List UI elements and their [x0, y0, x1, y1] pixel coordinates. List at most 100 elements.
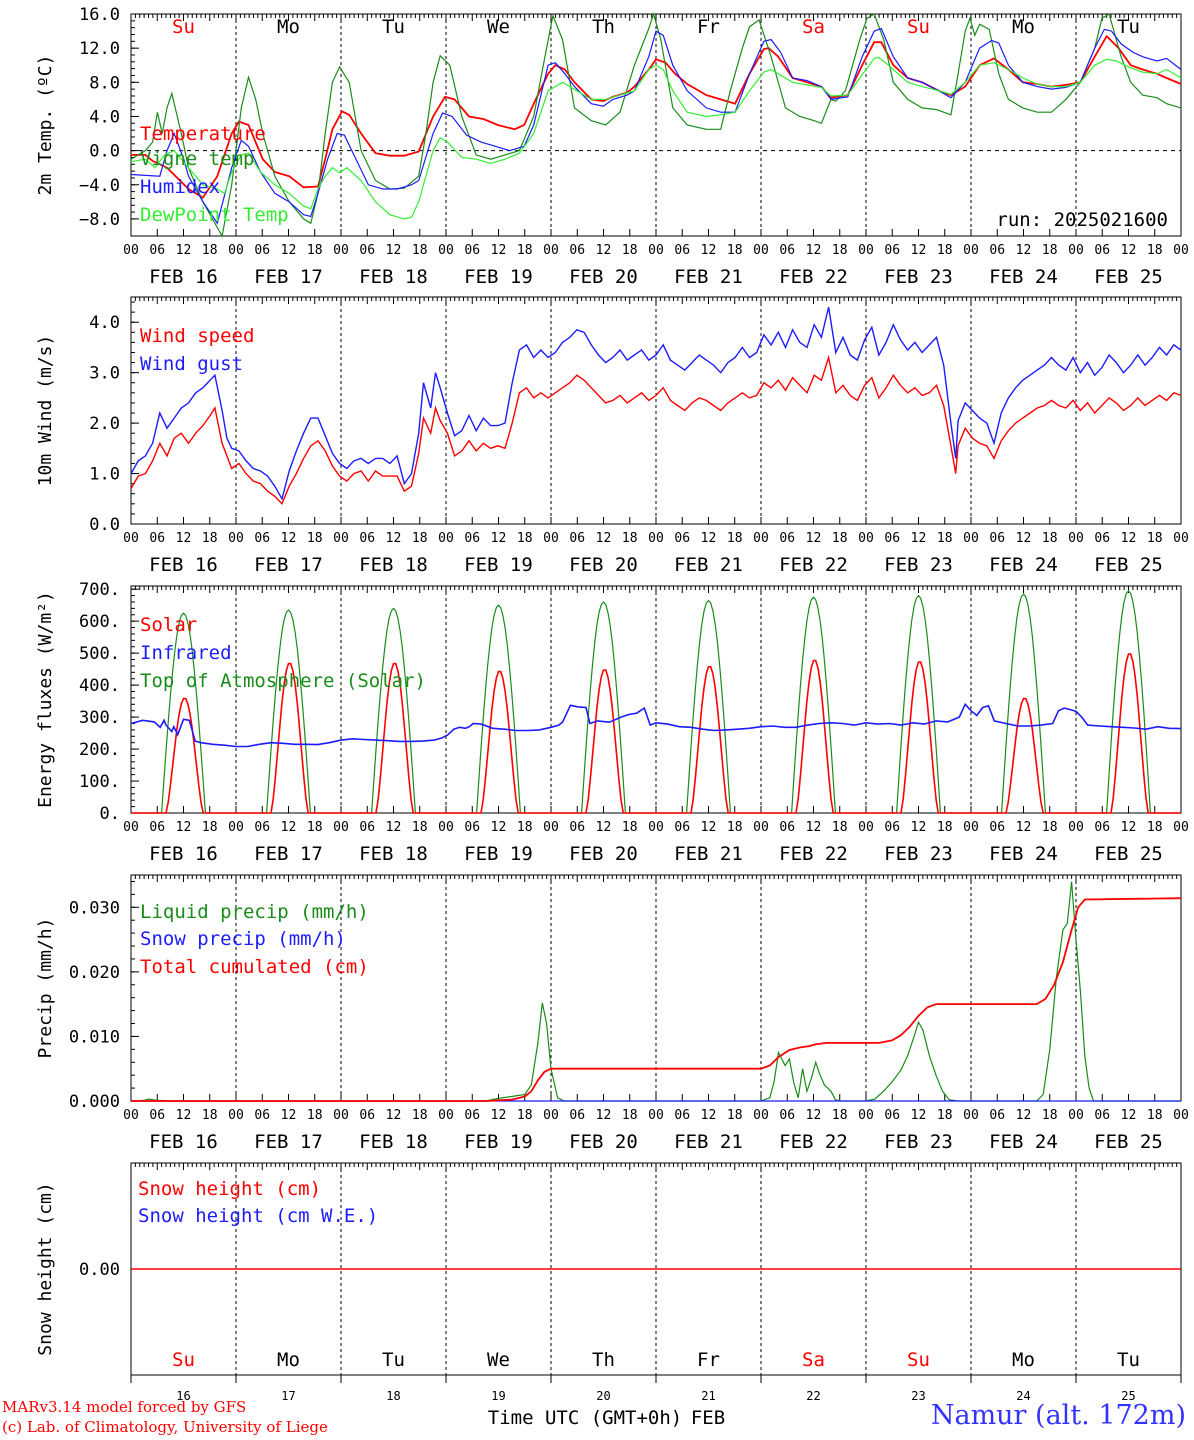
x-hour-label: 06: [1094, 531, 1110, 546]
x-hour-label: 00: [438, 820, 454, 835]
x-hour-label: 06: [254, 1108, 270, 1123]
x-hour-label: 06: [464, 243, 480, 258]
y-tick-label: 0.00: [79, 1260, 120, 1280]
x-day-number: 25: [1121, 1389, 1135, 1403]
x-hour-label: 00: [438, 531, 454, 546]
weekday-label: Sa: [802, 16, 825, 38]
x-hour-label: 12: [386, 243, 402, 258]
x-hour-label: 18: [937, 531, 953, 546]
y-tick-label: 500.: [79, 644, 120, 664]
weekday-label: Mo: [277, 16, 300, 38]
x-day-label: FEB 23: [884, 554, 953, 576]
x-hour-label: 12: [806, 531, 822, 546]
x-day-number: 17: [281, 1389, 295, 1403]
x-hour-label: 06: [569, 531, 585, 546]
x-hour-label: 12: [176, 531, 192, 546]
model-credit: MARv3.14 model forced by GFS: [2, 1398, 247, 1416]
x-hour-label: 18: [202, 820, 218, 835]
legend-entry: Solar: [140, 614, 197, 636]
legend-entry: Vigne temp: [140, 148, 254, 170]
x-hour-label: 00: [543, 1108, 559, 1123]
x-day-label: FEB 22: [779, 554, 848, 576]
x-hour-label: 00: [123, 820, 139, 835]
x-hour-label: 12: [911, 820, 927, 835]
x-day-number: 19: [491, 1389, 505, 1403]
panel-1: −8.0 −4.0 0.0 4.0 8.0 12.0 16.0 2m Temp. (ºC) 00…: [35, 5, 1189, 288]
y-axis-title: 10m Wind (m/s): [35, 335, 56, 487]
x-hour-label: 06: [884, 531, 900, 546]
y-tick-label: 200.: [79, 740, 120, 760]
x-hour-label: 12: [386, 1108, 402, 1123]
x-hour-label: 12: [176, 243, 192, 258]
x-day-label: FEB 22: [779, 843, 848, 865]
weekday-label: Su: [172, 16, 195, 38]
x-hour-label: 00: [648, 820, 664, 835]
x-hour-label: 00: [1173, 531, 1189, 546]
x-hour-label: 12: [1016, 1108, 1032, 1123]
lab-credit: (c) Lab. of Climatology, University of L…: [2, 1418, 328, 1436]
x-hour-label: 00: [1173, 243, 1189, 258]
y-axis-title: Precip (mm/h): [35, 918, 56, 1059]
legend-entry: Wind speed: [140, 325, 254, 347]
y-tick-label: 4.0: [89, 313, 120, 333]
x-hour-label: 12: [1121, 531, 1137, 546]
x-day-label: FEB 22: [779, 1131, 848, 1153]
x-hour-label: 18: [202, 1108, 218, 1123]
y-axis-title: Energy fluxes (W/m²): [35, 591, 56, 808]
series-infrared: [130, 702, 1182, 748]
x-hour-label: 12: [1016, 243, 1032, 258]
x-day-label: FEB 19: [464, 1131, 533, 1153]
x-hour-label: 06: [779, 820, 795, 835]
x-day-number: 23: [911, 1389, 925, 1403]
weekday-label: Su: [907, 1349, 930, 1371]
x-hour-label: 06: [779, 531, 795, 546]
x-hour-label: 18: [832, 243, 848, 258]
x-hour-label: 00: [753, 1108, 769, 1123]
x-day-number: 21: [701, 1389, 715, 1403]
x-day-label: FEB 20: [569, 554, 638, 576]
x-hour-label: 12: [911, 1108, 927, 1123]
x-hour-label: 12: [596, 243, 612, 258]
x-hour-label: 12: [281, 820, 297, 835]
x-hour-label: 00: [1068, 1108, 1084, 1123]
x-hour-label: 00: [1068, 531, 1084, 546]
weekday-label: Tu: [1117, 16, 1140, 38]
weekday-label: Tu: [382, 1349, 405, 1371]
x-hour-label: 00: [963, 531, 979, 546]
x-hour-label: 00: [1173, 1108, 1189, 1123]
x-day-label: FEB 21: [674, 554, 743, 576]
series-1: [130, 11, 1182, 238]
x-hour-label: 18: [202, 531, 218, 546]
x-hour-label: 18: [1042, 531, 1058, 546]
x-day-label: FEB 17: [254, 1131, 323, 1153]
weekday-label: Su: [172, 1349, 195, 1371]
y-tick-label: 0.020: [69, 963, 120, 983]
x-day-label: FEB 19: [464, 843, 533, 865]
x-hour-label: 12: [701, 531, 717, 546]
x-day-label: FEB 24: [989, 554, 1058, 576]
series-3: [130, 56, 1182, 220]
x-day-label: FEB 18: [359, 554, 428, 576]
x-hour-label: 06: [149, 243, 165, 258]
run-annotation: run: 2025021600: [996, 209, 1168, 231]
x-hour-label: 18: [937, 243, 953, 258]
x-hour-label: 12: [701, 820, 717, 835]
y-tick-label: 12.0: [79, 39, 120, 59]
x-hour-label: 06: [1094, 1108, 1110, 1123]
x-hour-label: 00: [333, 820, 349, 835]
y-tick-label: 0.000: [69, 1092, 120, 1112]
x-hour-label: 18: [937, 820, 953, 835]
x-hour-label: 00: [333, 243, 349, 258]
x-day-number: 16: [176, 1389, 190, 1403]
x-hour-label: 18: [727, 820, 743, 835]
y-tick-label: 0.030: [69, 898, 120, 918]
x-hour-label: 06: [464, 820, 480, 835]
x-hour-label: 00: [228, 243, 244, 258]
legend-entry: Total cumulated (cm): [140, 956, 369, 978]
x-day-label: FEB 20: [569, 1131, 638, 1153]
x-hour-label: 12: [1121, 820, 1137, 835]
x-hour-label: 00: [228, 1108, 244, 1123]
x-hour-label: 00: [648, 531, 664, 546]
x-day-label: FEB 16: [149, 1131, 218, 1153]
x-hour-label: 18: [727, 243, 743, 258]
